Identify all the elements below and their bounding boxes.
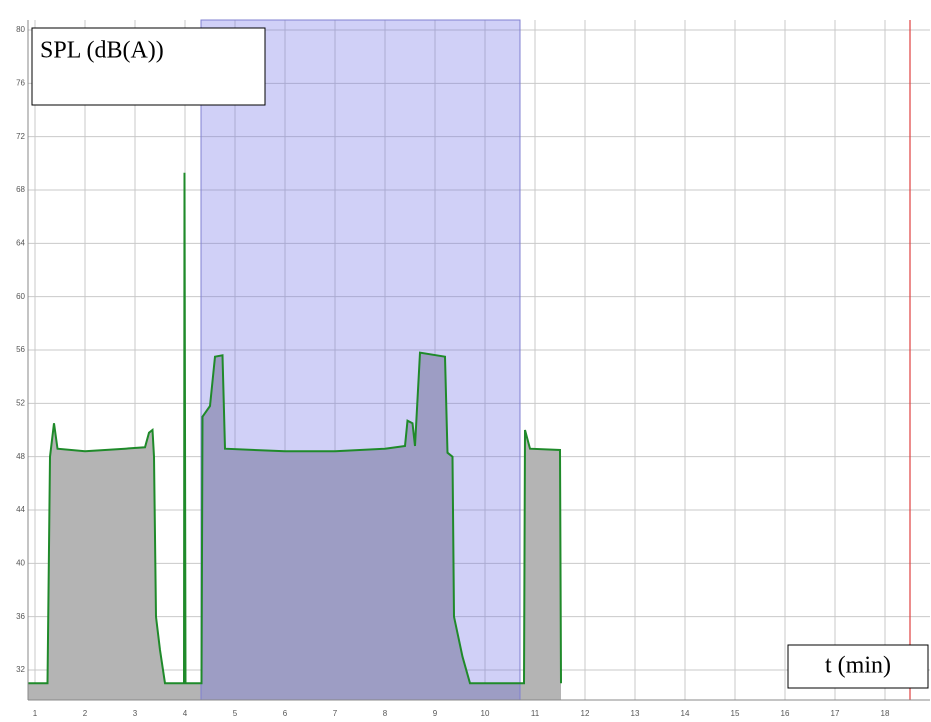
area [28, 172, 561, 700]
x-tick-label: 2 [83, 709, 88, 718]
x-tick-label: 8 [383, 709, 388, 718]
y-label-box [31, 27, 266, 106]
x-tick-label: 5 [233, 709, 238, 718]
y-tick-label: 52 [16, 398, 25, 407]
x-tick-label: 17 [831, 709, 840, 718]
line [28, 172, 562, 685]
y-tick-label: 80 [16, 25, 25, 34]
y-axis-label: SPL (dB(A)) [40, 38, 164, 64]
x-tick-label: 9 [433, 709, 438, 718]
x-tick-label: 4 [183, 709, 188, 718]
x-tick-label: 6 [283, 709, 288, 718]
y-tick-label: 56 [16, 345, 25, 354]
x-tick-label: 10 [481, 709, 490, 718]
y-tick-label: 76 [16, 78, 25, 87]
y-tick-label: 44 [16, 505, 25, 514]
highlight-region [200, 19, 521, 701]
y-tick-label: 48 [16, 452, 25, 461]
x-tick-label: 1 [33, 709, 38, 718]
x-tick-label: 7 [333, 709, 338, 718]
x-tick-label: 15 [731, 709, 740, 718]
x-axis-label: t (min) [825, 653, 891, 679]
y-tick-label: 60 [16, 292, 25, 301]
y-tick-label: 36 [16, 612, 25, 621]
x-tick-label: 3 [133, 709, 138, 718]
y-tick-label: 40 [16, 558, 25, 567]
y-tick-label: 68 [16, 185, 25, 194]
x-tick-label: 18 [881, 709, 890, 718]
x-tick-label: 14 [681, 709, 690, 718]
x-tick-label: 13 [631, 709, 640, 718]
x-label-box [787, 644, 929, 689]
x-tick-label: 11 [531, 709, 540, 718]
x-tick-label: 16 [781, 709, 790, 718]
y-tick-label: 32 [16, 665, 25, 674]
y-tick-label: 72 [16, 132, 25, 141]
y-tick-label: 64 [16, 238, 25, 247]
x-tick-label: 12 [581, 709, 590, 718]
